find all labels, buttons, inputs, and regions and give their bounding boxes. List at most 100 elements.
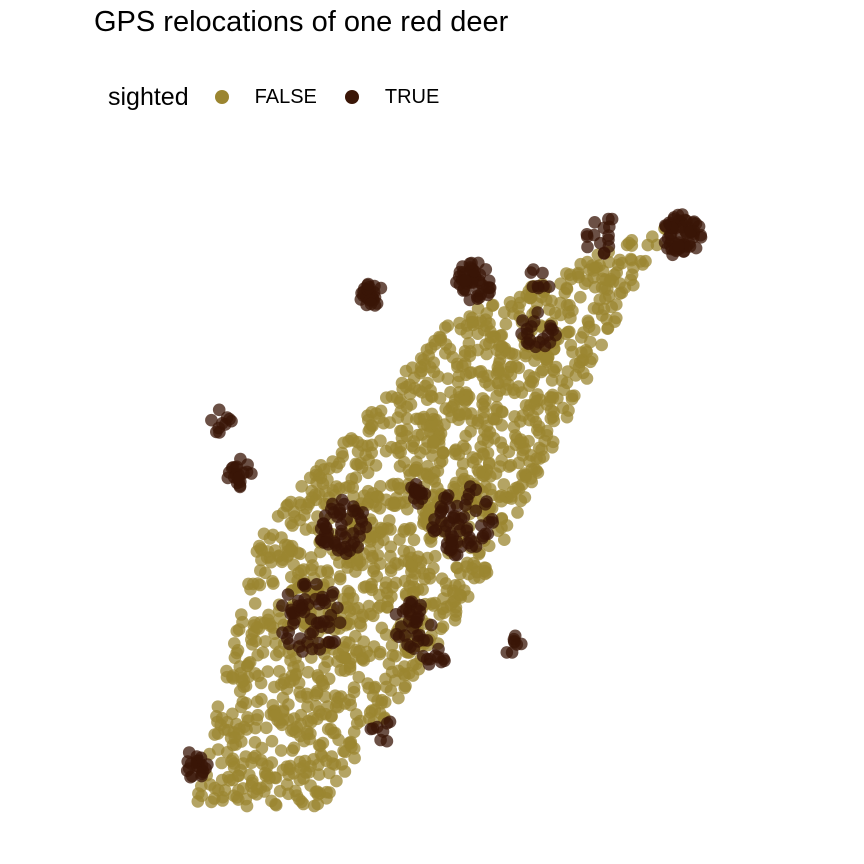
data-point-true — [434, 500, 448, 513]
data-point-true — [580, 230, 594, 243]
data-point-true — [361, 277, 375, 291]
data-point-true — [340, 513, 354, 526]
data-point-false — [259, 635, 272, 648]
data-point-false — [546, 391, 560, 404]
data-point-true — [536, 266, 549, 280]
data-point-false — [428, 549, 442, 563]
data-point-true — [469, 504, 483, 518]
data-point-false — [428, 338, 442, 351]
data-point-false — [261, 665, 275, 678]
data-point-false — [446, 584, 460, 598]
data-point-false — [343, 693, 357, 707]
data-point-false — [349, 471, 363, 484]
data-point-false — [310, 476, 323, 489]
data-point-false — [455, 467, 469, 480]
data-point-true — [331, 601, 344, 615]
data-point-false — [574, 290, 587, 304]
data-point-false — [432, 370, 445, 383]
legend: sighted FALSE TRUE — [108, 80, 467, 114]
data-point-false — [436, 620, 450, 633]
data-point-false — [411, 428, 425, 442]
data-point-true — [694, 231, 708, 244]
data-point-false — [458, 349, 472, 362]
data-point-false — [241, 659, 254, 672]
data-point-false — [385, 440, 398, 454]
data-point-false — [239, 792, 253, 806]
data-point-false — [338, 765, 352, 778]
data-point-false — [565, 389, 579, 403]
data-point-false — [288, 510, 301, 523]
data-point-false — [497, 478, 511, 491]
data-point-false — [328, 689, 342, 702]
data-point-false — [231, 644, 245, 657]
data-point-false — [571, 268, 585, 281]
data-point-false — [601, 322, 614, 336]
data-point-false — [237, 720, 251, 734]
data-point-false — [540, 353, 554, 366]
data-point-false — [391, 558, 405, 571]
data-point-false — [480, 319, 493, 333]
data-point-true — [523, 333, 537, 347]
data-point-false — [293, 547, 307, 561]
data-point-false — [612, 258, 625, 272]
series-true — [180, 208, 708, 784]
data-point-true — [182, 746, 196, 759]
data-point-false — [380, 601, 394, 614]
data-point-false — [365, 438, 379, 452]
data-point-false — [493, 460, 507, 473]
data-point-false — [351, 458, 364, 472]
data-point-false — [387, 477, 400, 491]
data-point-false — [233, 685, 247, 698]
data-point-true — [292, 599, 306, 613]
data-point-false — [581, 274, 594, 288]
data-point-false — [584, 355, 597, 369]
data-point-false — [351, 558, 364, 572]
data-point-false — [293, 686, 306, 699]
data-point-false — [383, 416, 397, 429]
data-point-false — [447, 398, 461, 412]
data-point-false — [498, 306, 511, 319]
data-point-false — [220, 715, 234, 729]
data-point-true — [319, 520, 333, 534]
data-point-false — [580, 372, 594, 385]
data-point-true — [483, 281, 496, 294]
data-point-false — [499, 374, 512, 387]
data-point-true — [201, 758, 214, 771]
data-point-false — [337, 592, 350, 606]
data-point-false — [505, 347, 519, 361]
data-point-false — [495, 494, 508, 508]
data-point-true — [241, 458, 254, 472]
data-point-false — [458, 389, 472, 402]
data-point-false — [371, 694, 384, 707]
data-point-false — [280, 778, 294, 791]
data-point-false — [518, 491, 532, 504]
data-point-false — [563, 325, 576, 339]
data-point-false — [403, 387, 417, 401]
data-point-false — [451, 375, 465, 389]
data-point-true — [516, 314, 529, 327]
data-point-true — [463, 293, 477, 307]
data-point-false — [335, 446, 349, 460]
data-point-true — [353, 530, 366, 543]
data-point-false — [610, 298, 623, 311]
data-point-false — [423, 572, 437, 585]
data-point-true — [413, 628, 426, 642]
data-point-false — [441, 319, 455, 333]
data-point-false — [267, 709, 281, 722]
data-point-false — [287, 741, 301, 755]
data-point-true — [354, 512, 368, 526]
data-point-true — [184, 757, 198, 770]
data-point-true — [672, 239, 685, 252]
data-point-false — [582, 320, 596, 334]
data-point-false — [591, 302, 605, 316]
data-point-false — [456, 457, 470, 471]
data-point-false — [266, 621, 280, 634]
data-point-false — [562, 404, 575, 417]
data-point-false — [470, 565, 484, 579]
data-point-true — [310, 578, 323, 591]
data-point-false — [625, 268, 639, 282]
legend-item-true: TRUE — [344, 86, 439, 109]
data-point-false — [646, 230, 659, 243]
data-point-false — [211, 727, 225, 740]
data-point-false — [397, 667, 411, 680]
